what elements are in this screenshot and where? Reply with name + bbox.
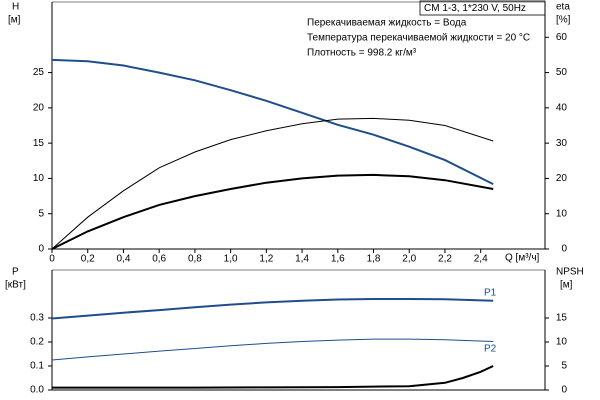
curve xyxy=(51,173,494,250)
y2-tick-label: 10 xyxy=(556,337,568,348)
x-tick-label: 0,2 xyxy=(81,254,95,265)
y2-tick-label: 60 xyxy=(556,32,568,43)
y-tick-label: 25 xyxy=(33,67,45,78)
x-tick-label: 0,4 xyxy=(116,254,130,265)
y-label: P xyxy=(12,267,19,278)
series-label: P1 xyxy=(484,288,497,299)
y2-tick-label: 5 xyxy=(561,361,567,372)
curve xyxy=(52,365,494,389)
y2-label: eta xyxy=(556,2,570,13)
x-tick-label: 0,8 xyxy=(188,254,202,265)
x-tick-label: 0 xyxy=(49,254,55,265)
x-tick-label: 1,6 xyxy=(331,254,345,265)
curve xyxy=(51,117,494,250)
y2-tick-label: 50 xyxy=(556,67,568,78)
y-tick-label: 10 xyxy=(33,173,45,184)
x-tick-label: 2,2 xyxy=(438,254,452,265)
y2-unit: [м] xyxy=(560,280,573,291)
y2-unit: [%] xyxy=(556,15,571,26)
y-tick-label: 0.2 xyxy=(30,337,44,348)
x-tick-label: 2,0 xyxy=(402,254,416,265)
y2-tick-label: 40 xyxy=(556,102,568,113)
x-tick-label: 1,0 xyxy=(224,254,238,265)
y2-label: NPSH xyxy=(556,267,584,278)
y-tick-label: 0 xyxy=(38,244,44,255)
y2-tick-label: 15 xyxy=(556,313,568,324)
chart-title: CM 1-3, 1*230 V, 50Hz xyxy=(424,3,526,14)
y-tick-label: 15 xyxy=(33,138,45,149)
y-tick-label: 0.0 xyxy=(30,385,44,396)
y2-tick-label: 0 xyxy=(561,385,567,396)
y2-tick-label: 20 xyxy=(556,173,568,184)
x-tick-label: 1,8 xyxy=(367,254,381,265)
x-label: Q [м³/ч] xyxy=(505,253,540,264)
x-tick-label: 2,4 xyxy=(474,254,488,265)
y-tick-label: 5 xyxy=(38,208,44,219)
y-label: H xyxy=(12,2,19,13)
y-tick-label: 0.1 xyxy=(30,361,44,372)
annotation: Плотность = 998.2 кг/м³ xyxy=(307,48,417,59)
y-tick-label: 20 xyxy=(33,102,45,113)
y-unit: [кВт] xyxy=(5,280,26,291)
curve xyxy=(51,298,494,320)
y2-tick-label: 0 xyxy=(561,244,567,255)
curve xyxy=(51,58,494,185)
annotation: Температура перекачиваемой жидкости = 20… xyxy=(307,33,530,44)
y-tick-label: 0.3 xyxy=(30,313,44,324)
y2-tick-label: 10 xyxy=(556,208,568,219)
x-tick-label: 0,6 xyxy=(152,254,166,265)
x-tick-label: 1,2 xyxy=(259,254,273,265)
curve xyxy=(51,338,494,361)
annotation: Перекачиваемая жидкость = Вода xyxy=(307,18,467,29)
y2-tick-label: 30 xyxy=(556,138,568,149)
y-unit: [м] xyxy=(8,15,21,26)
series-label: P2 xyxy=(484,344,497,355)
x-tick-label: 1,4 xyxy=(295,254,309,265)
